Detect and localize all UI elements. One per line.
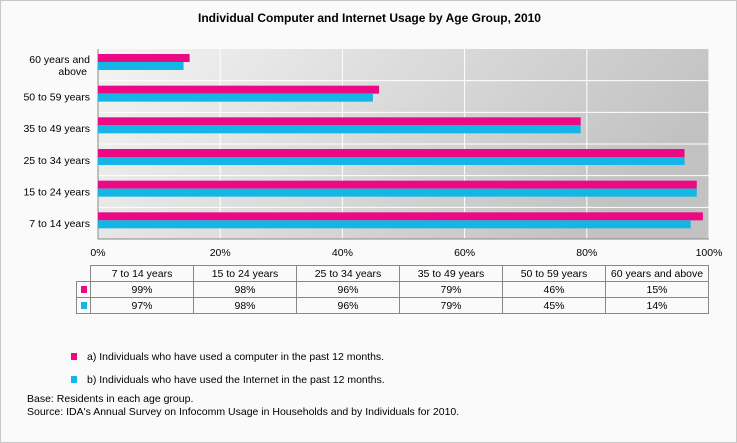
chart-title: Individual Computer and Internet Usage b… xyxy=(198,11,541,25)
table-series-key xyxy=(76,281,91,298)
table-cell: 99% xyxy=(90,281,194,298)
internet-bar xyxy=(98,125,581,134)
table-cell: 97% xyxy=(90,297,194,314)
x-tick-label: 40% xyxy=(332,247,353,259)
computer-bar xyxy=(98,85,380,94)
y-category-label: 35 to 49 years xyxy=(23,123,90,135)
x-tick-label: 20% xyxy=(210,247,231,259)
table-cell: 96% xyxy=(296,297,400,314)
table-column-header: 60 years and above xyxy=(605,265,709,282)
y-category-label: 15 to 24 years xyxy=(23,187,90,199)
computer-swatch-icon xyxy=(80,285,87,293)
x-tick-label: 100% xyxy=(696,247,723,259)
internet-bar xyxy=(98,188,697,197)
legend-label: b) Individuals who have used the Interne… xyxy=(87,374,385,386)
computer-bar xyxy=(98,212,703,221)
table-column-header: 7 to 14 years xyxy=(90,265,194,282)
table-cell: 46% xyxy=(502,281,606,298)
legend-label: a) Individuals who have used a computer … xyxy=(87,351,385,363)
table-column-header: 15 to 24 years xyxy=(193,265,297,282)
table-column-header: 50 to 59 years xyxy=(502,265,606,282)
computer-bar xyxy=(98,149,685,157)
y-category-label: 7 to 14 years xyxy=(29,218,90,230)
table-column-header: 25 to 34 years xyxy=(296,265,400,282)
table-corner xyxy=(76,265,91,282)
internet-bar xyxy=(98,62,184,70)
table-cell: 14% xyxy=(605,297,709,314)
x-tick-label: 80% xyxy=(576,247,597,259)
table-cell: 15% xyxy=(605,281,709,298)
computer-bar xyxy=(98,117,581,126)
y-category-label: 60 years and above xyxy=(29,54,90,78)
computer-bar xyxy=(98,180,697,189)
source-note: Source: IDA's Annual Survey on Infocomm … xyxy=(27,406,460,418)
internet-swatch-icon xyxy=(80,301,87,309)
x-tick-label: 60% xyxy=(454,247,475,259)
bar-chart-plot: 0% 20% 40% 60% 80% 100% 7 to 14 years 15 to 24 … xyxy=(23,49,723,259)
table-cell: 79% xyxy=(399,281,503,298)
table-cell: 79% xyxy=(399,297,503,314)
table-cell: 45% xyxy=(502,297,606,314)
computer-legend-swatch-icon xyxy=(71,353,77,360)
data-table: 7 to 14 years 15 to 24 years 25 to 34 year… xyxy=(76,265,709,314)
x-tick-label: 0% xyxy=(90,247,105,259)
base-note: Base: Residents in each age group. xyxy=(27,393,194,405)
table-column-header: 35 to 49 years xyxy=(399,265,503,282)
internet-bar xyxy=(98,220,691,229)
computer-bar xyxy=(98,54,190,62)
y-category-label: 25 to 34 years xyxy=(23,155,90,167)
legend-item-computer: a) Individuals who have used a computer … xyxy=(71,351,384,363)
table-cell: 98% xyxy=(193,297,297,314)
internet-legend-swatch-icon xyxy=(71,376,77,383)
internet-bar xyxy=(98,93,373,102)
table-series-key xyxy=(76,297,91,314)
table-cell: 98% xyxy=(193,281,297,298)
legend-item-internet: b) Individuals who have used the Interne… xyxy=(71,374,385,386)
internet-bar xyxy=(98,157,685,165)
y-category-label: 50 to 59 years xyxy=(23,92,90,104)
table-cell: 96% xyxy=(296,281,400,298)
